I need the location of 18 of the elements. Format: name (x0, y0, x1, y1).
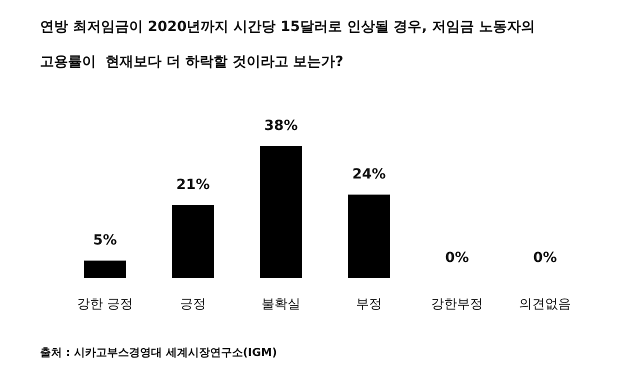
x-tick-label: 불확실 (262, 297, 300, 312)
data-label: 0% (533, 250, 557, 266)
chart-title: 연방 최저임금이 2020년까지 시간당 15달러로 인상될 경우, 저임금 노동자의 고용률이 현재보다 더 하락할 것이라고 보는가? (40, 19, 535, 70)
data-label: 24% (352, 166, 386, 183)
data-label: 0% (445, 250, 469, 266)
data-label: 38% (264, 118, 298, 134)
data-label: 21% (176, 177, 210, 194)
x-tick-label: 긍정 (180, 297, 206, 312)
bar (172, 205, 214, 278)
bar (348, 194, 390, 278)
x-tick-label: 강한부정 (431, 297, 483, 312)
source-note: 출처 : 시카고부스경영대 세계시장연구소(IGM) (40, 345, 278, 360)
bar (260, 146, 302, 278)
x-tick-label: 강한 긍정 (76, 297, 134, 312)
data-label: 5% (93, 232, 117, 249)
bar (84, 260, 126, 278)
x-tick-label: 의견없음 (519, 297, 571, 312)
x-tick-label: 부정 (356, 297, 382, 312)
